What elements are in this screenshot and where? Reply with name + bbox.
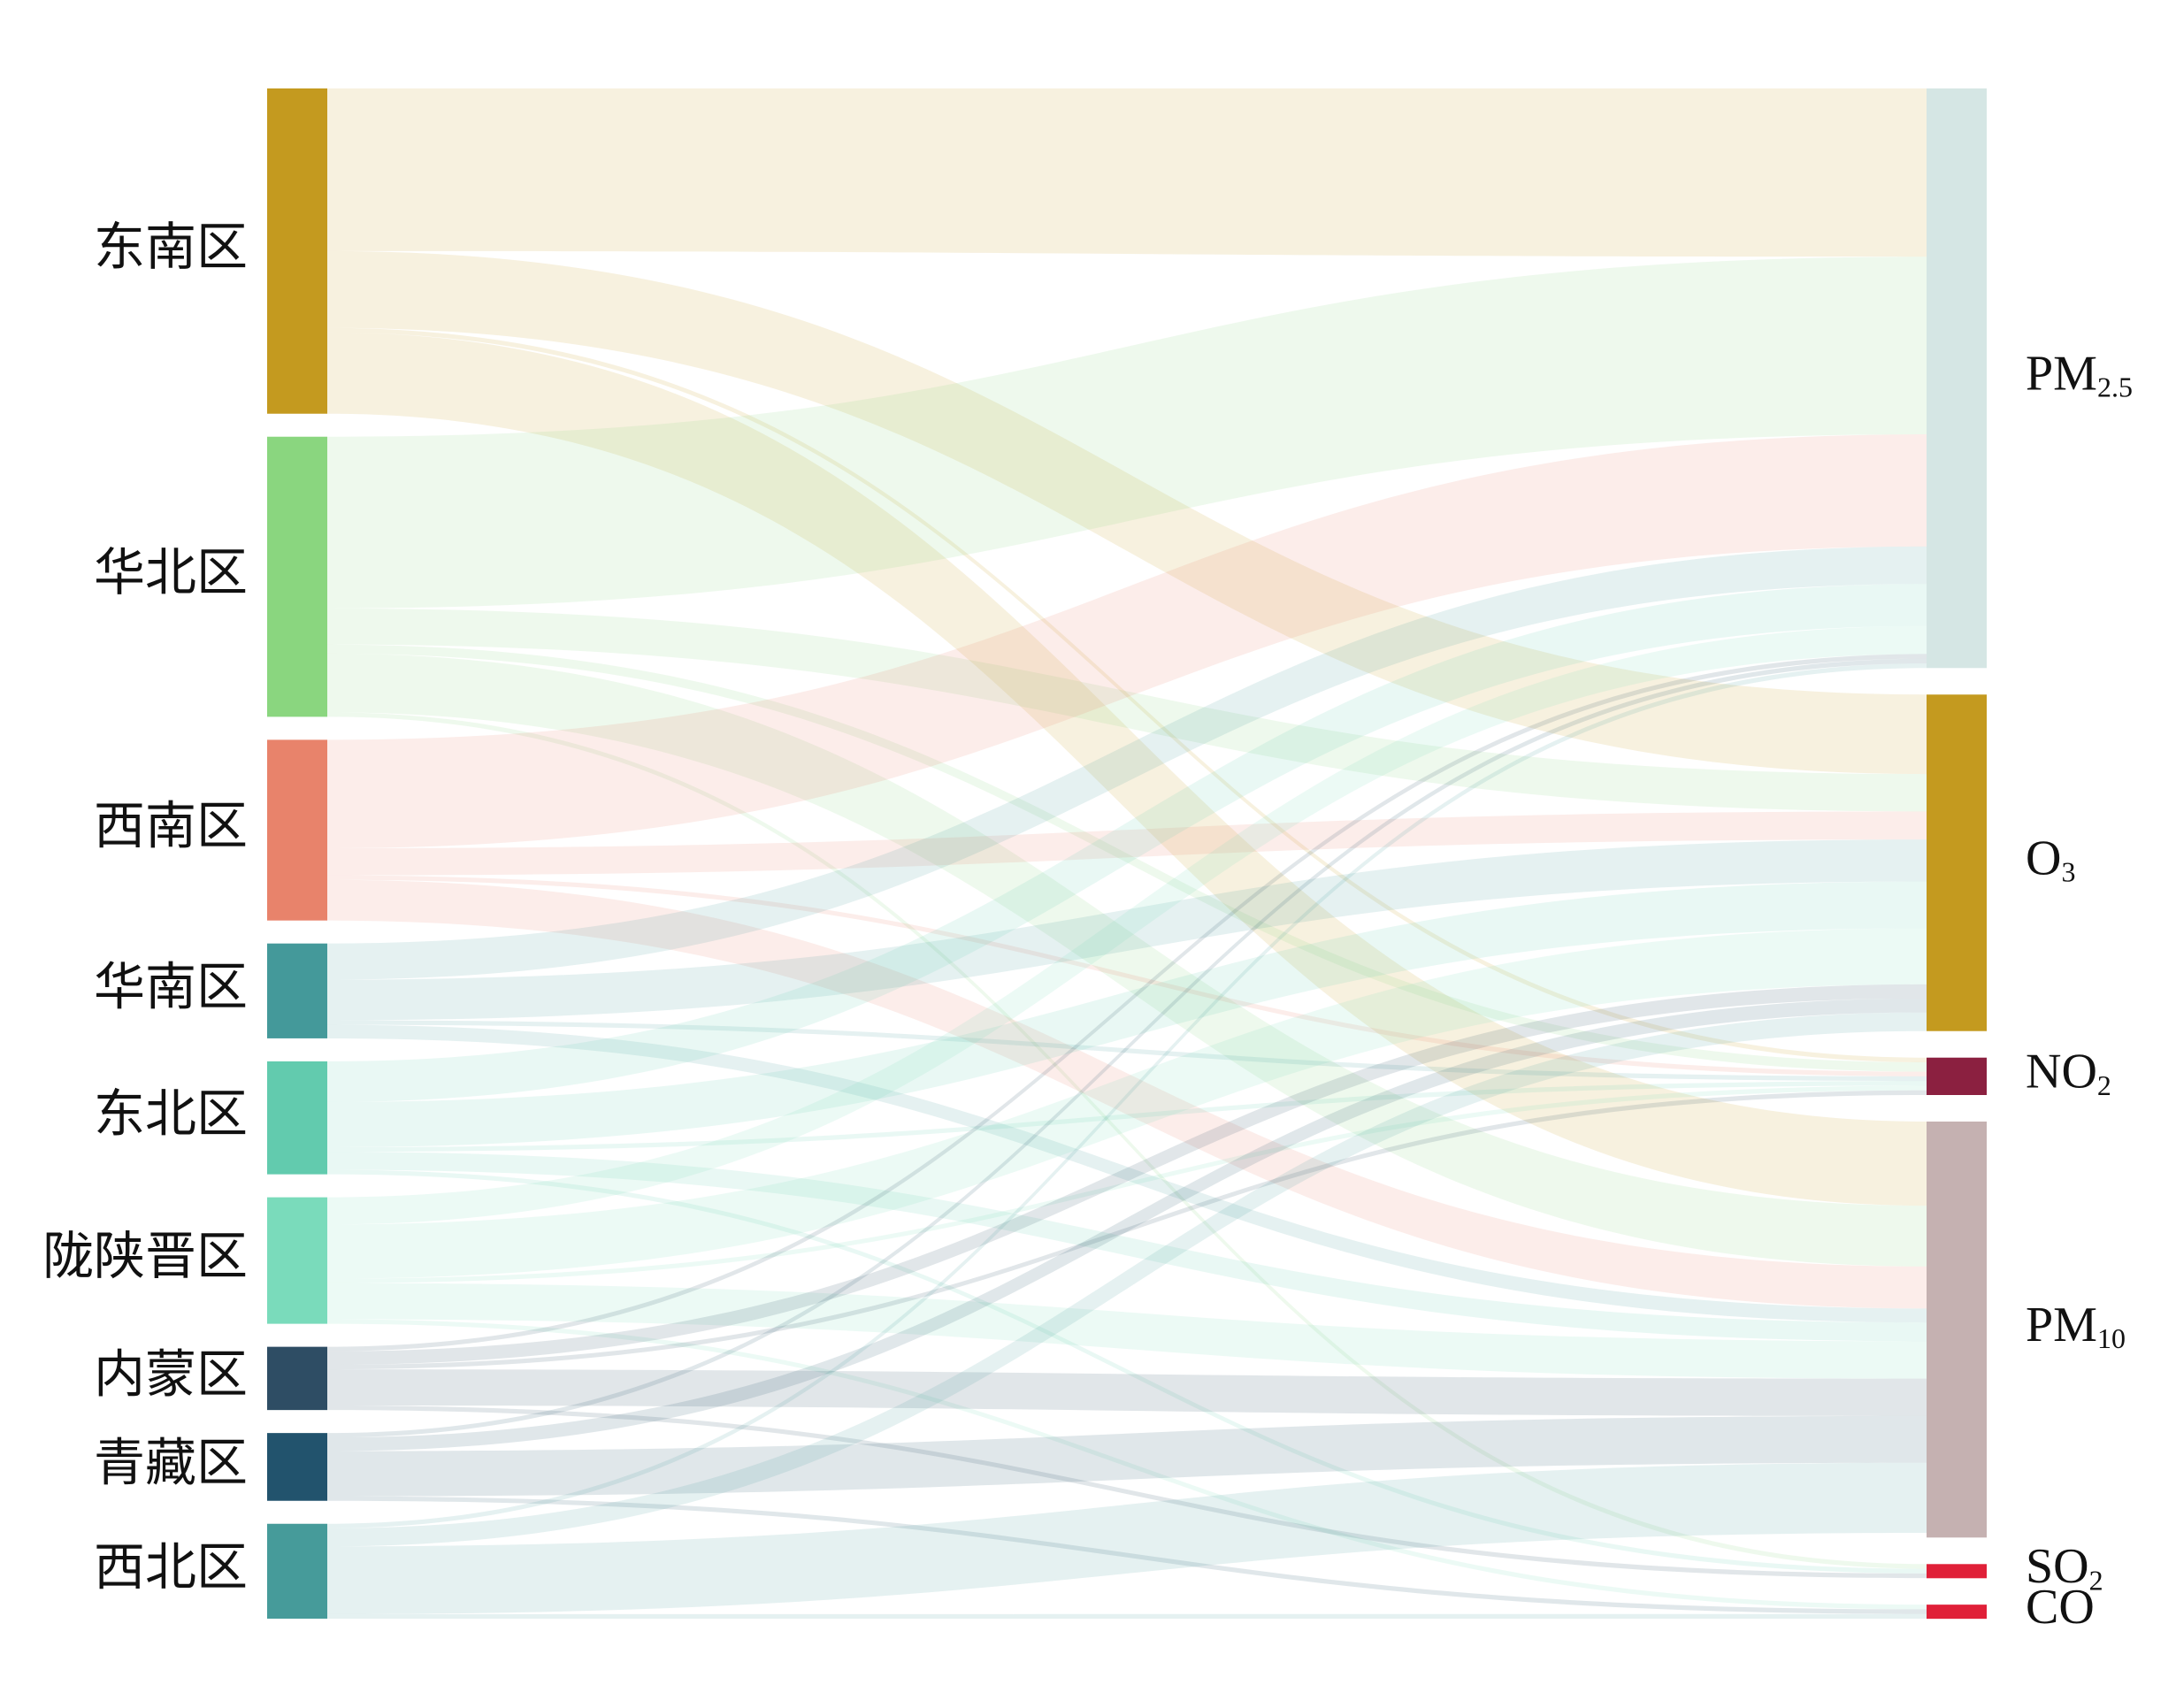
target-label-subscript: 10 bbox=[2097, 1322, 2126, 1354]
source-nodes bbox=[267, 88, 327, 1619]
flow-link bbox=[327, 644, 1927, 1072]
target-label: SO2 bbox=[2026, 1539, 2103, 1597]
flow-link bbox=[327, 984, 1927, 1366]
flow-link bbox=[327, 1405, 1927, 1579]
target-node-bar bbox=[1927, 88, 1987, 669]
target-label-subscript: 2 bbox=[2089, 1565, 2103, 1597]
target-label: O3 bbox=[2026, 831, 2075, 888]
flow-link bbox=[327, 811, 1927, 876]
source-label: 西南区 bbox=[94, 796, 248, 856]
flow-link bbox=[327, 327, 1927, 1063]
source-node-bar bbox=[267, 1197, 327, 1324]
flow-link bbox=[327, 257, 1927, 609]
flow-link bbox=[327, 712, 1927, 1569]
target-nodes bbox=[1927, 88, 1987, 1620]
target-label: PM10 bbox=[2026, 1298, 2126, 1355]
flow-link bbox=[327, 1090, 1927, 1370]
flow-link bbox=[327, 1613, 1927, 1619]
source-label: 东南区 bbox=[94, 217, 248, 277]
flow-link bbox=[327, 1169, 1927, 1574]
flow-link bbox=[327, 653, 1927, 1267]
source-node-bar bbox=[267, 88, 327, 414]
flow-link bbox=[327, 1081, 1927, 1153]
source-label: 西北区 bbox=[94, 1536, 248, 1597]
flow-link bbox=[327, 1152, 1927, 1342]
flow-link bbox=[327, 875, 1927, 1076]
source-label: 内蒙区 bbox=[94, 1344, 248, 1404]
target-label: NO2 bbox=[2026, 1045, 2111, 1102]
flow-link bbox=[327, 1369, 1927, 1416]
target-node-bar bbox=[1927, 1605, 1987, 1620]
flow-link bbox=[327, 625, 1927, 1225]
target-node-bar bbox=[1927, 1121, 1987, 1538]
flow-link bbox=[327, 608, 1927, 812]
source-label: 东北区 bbox=[94, 1084, 248, 1144]
flow-link bbox=[327, 881, 1927, 1147]
source-node-bar bbox=[267, 1061, 327, 1175]
target-label-subscript: 2.5 bbox=[2097, 371, 2133, 403]
source-label: 陇陕晋区 bbox=[42, 1226, 248, 1286]
source-label: 青藏区 bbox=[94, 1432, 248, 1492]
flow-link bbox=[327, 1085, 1927, 1283]
source-label: 华北区 bbox=[94, 542, 248, 602]
flow-link bbox=[327, 1012, 1927, 1547]
target-node-bar bbox=[1927, 1564, 1987, 1579]
target-label: PM2.5 bbox=[2026, 346, 2133, 403]
source-node-bar bbox=[267, 1433, 327, 1501]
flow-link bbox=[327, 1496, 1927, 1614]
flow-link bbox=[327, 1462, 1927, 1614]
flow-link bbox=[327, 654, 1927, 1352]
source-label: 华南区 bbox=[94, 956, 248, 1016]
flow-link bbox=[327, 879, 1927, 1309]
source-node-bar bbox=[267, 943, 327, 1038]
flow-link bbox=[327, 839, 1927, 1021]
flow-link bbox=[327, 1415, 1927, 1497]
source-node-bar bbox=[267, 1523, 327, 1619]
flow-link bbox=[327, 250, 1927, 775]
flow-link bbox=[327, 434, 1927, 848]
target-label-subscript: 2 bbox=[2097, 1069, 2111, 1101]
flow-link bbox=[327, 88, 1927, 257]
flow-link bbox=[327, 998, 1927, 1451]
target-node-bar bbox=[1927, 1057, 1987, 1095]
flow-link bbox=[327, 584, 1927, 1102]
source-node-bar bbox=[267, 739, 327, 921]
flow-link bbox=[327, 928, 1927, 1279]
flow-link bbox=[327, 1024, 1927, 1323]
flow-link bbox=[327, 1319, 1927, 1610]
flow-link bbox=[327, 663, 1927, 1528]
target-node-bar bbox=[1927, 694, 1987, 1031]
flow-link bbox=[327, 546, 1927, 980]
source-node-bar bbox=[267, 436, 327, 717]
flow-link bbox=[327, 1283, 1927, 1379]
target-label-subscript: 3 bbox=[2061, 856, 2075, 888]
flow-link bbox=[327, 658, 1927, 1438]
flow-link bbox=[327, 1020, 1927, 1082]
sankey-links bbox=[327, 88, 1927, 1619]
flow-link bbox=[327, 332, 1927, 1206]
target-label: CO bbox=[2026, 1580, 2095, 1635]
source-node-bar bbox=[267, 1346, 327, 1411]
